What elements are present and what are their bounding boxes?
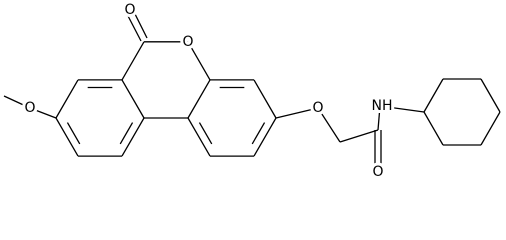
bond [480, 78, 501, 113]
atom-label: O [24, 100, 35, 116]
atom-label: NH [372, 98, 393, 114]
double-bond [251, 122, 266, 145]
bond [339, 129, 379, 143]
bond [187, 41, 211, 81]
bond [121, 41, 145, 81]
page: O O O O NH O (() => { const data = JSON.… [3, 2, 501, 180]
bond [377, 105, 381, 131]
bond [317, 107, 341, 143]
bond [121, 117, 145, 157]
atom-label: O [372, 164, 383, 180]
bond [55, 79, 79, 119]
bond [133, 11, 148, 39]
atom-label: O [182, 34, 193, 50]
bonds [3, 11, 501, 168]
bond [275, 107, 319, 119]
double-bond [66, 122, 81, 145]
bond [29, 107, 57, 119]
bond [55, 117, 79, 157]
bond [253, 79, 277, 119]
bond [423, 111, 444, 146]
bond [480, 111, 501, 146]
bond [423, 78, 444, 113]
bond [3, 95, 31, 109]
atom-label: O [124, 2, 135, 18]
bond [121, 79, 145, 119]
bond [126, 13, 142, 42]
bond [253, 117, 277, 157]
bond [187, 117, 211, 157]
bond [379, 105, 425, 113]
atom-label: O [312, 100, 323, 116]
double-bond [198, 122, 213, 145]
bond [187, 79, 211, 119]
double-bond [119, 122, 134, 145]
molecule-structure: O O O O NH O [3, 2, 501, 180]
